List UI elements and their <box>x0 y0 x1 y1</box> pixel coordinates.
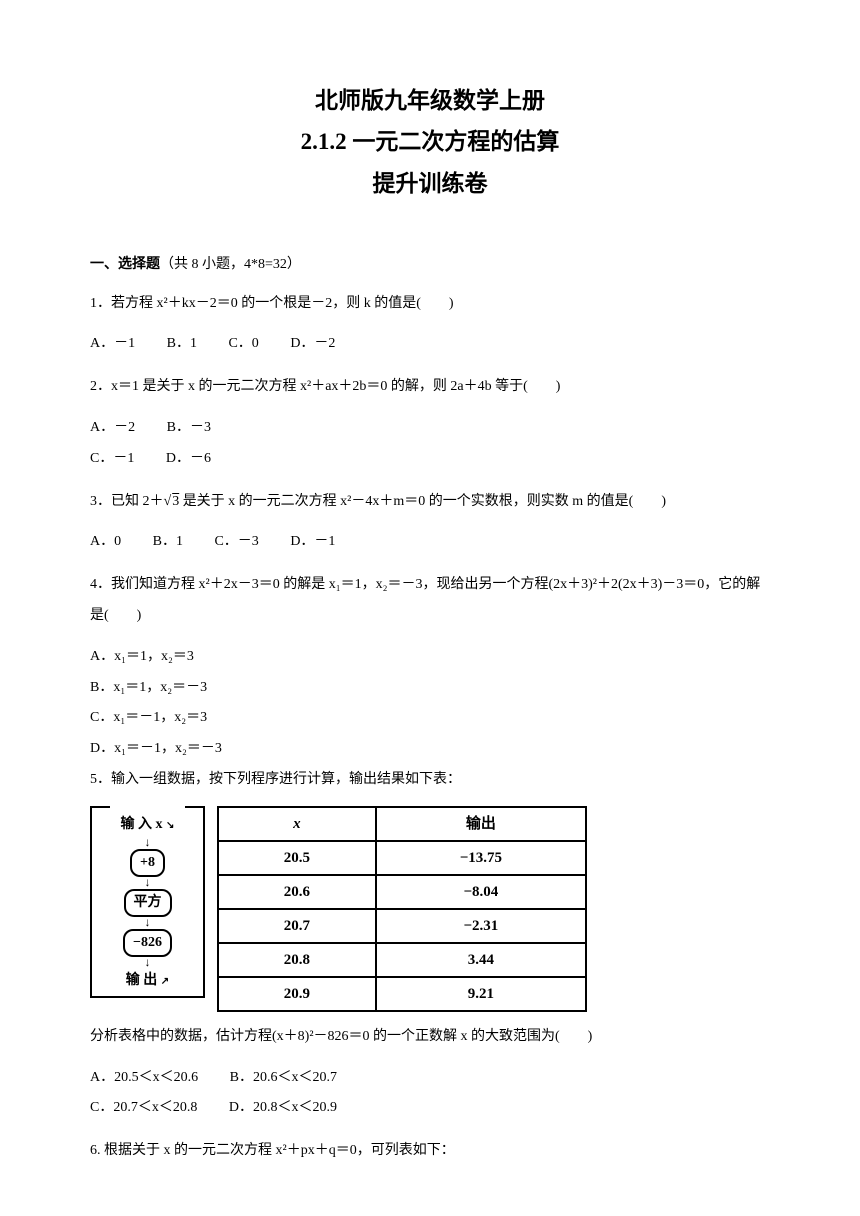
question-4: 4．我们知道方程 x²＋2x－3＝0 的解是 x₁＝1，x₂＝－3，现给出另一个… <box>90 570 770 632</box>
table-header-output: 输出 <box>376 807 586 841</box>
table-header-x: x <box>218 807 376 841</box>
question-2: 2．x＝1 是关于 x 的一元二次方程 x²＋ax＋2b＝0 的解，则 2a＋4… <box>90 372 770 403</box>
q3-option-a: A．0 <box>90 527 121 558</box>
table-cell: 20.7 <box>218 909 376 943</box>
q3-option-b: B．1 <box>153 527 183 558</box>
flow-step-3: −826 <box>123 929 172 957</box>
flow-step-2: 平方 <box>124 889 172 917</box>
question-5: 5．输入一组数据，按下列程序进行计算，输出结果如下表： <box>90 765 770 796</box>
q5-option-d: D．20.8＜x＜20.9 <box>229 1093 337 1124</box>
table-row: 20.6 −8.04 <box>218 875 586 909</box>
table-cell: 20.8 <box>218 943 376 977</box>
q5-option-a: A．20.5＜x＜20.6 <box>90 1063 198 1094</box>
question-5-analysis: 分析表格中的数据，估计方程(x＋8)²－826＝0 的一个正数解 x 的大致范围… <box>90 1022 770 1053</box>
data-table: x 输出 20.5 −13.75 20.6 −8.04 20.7 −2.31 2… <box>217 806 587 1012</box>
question-3-options: A．0 B．1 C．－3 D．－1 <box>90 527 770 558</box>
q3-sqrt: 3 <box>171 494 179 509</box>
q3-option-d: D．－1 <box>290 527 335 558</box>
table-cell: 9.21 <box>376 977 586 1011</box>
question-2-options: A．－2 B．－3 C．－1 D．－6 <box>90 413 770 475</box>
arrow-down-icon: ↓ <box>100 918 195 928</box>
table-row: 20.5 −13.75 <box>218 841 586 875</box>
question-1-options: A．－1 B．1 C．0 D．－2 <box>90 329 770 360</box>
table-cell: −8.04 <box>376 875 586 909</box>
q1-option-b: B．1 <box>167 329 197 360</box>
question-5-figure: 输 入 x ↘ ↓ +8 ↓ 平方 ↓ −826 ↓ 输 出 ↗ x 输出 20… <box>90 806 770 1012</box>
table-row: 20.8 3.44 <box>218 943 586 977</box>
arrow-down-icon: ↓ <box>100 838 195 848</box>
q4-option-b: B．x₁＝1，x₂＝－3 <box>90 673 770 704</box>
section-detail: （共 8 小题，4*8=32） <box>160 257 301 272</box>
document-title: 北师版九年级数学上册 2.1.2 一元二次方程的估算 提升训练卷 <box>90 80 770 204</box>
q3-prefix: 3．已知 2＋ <box>90 494 164 509</box>
table-cell: −2.31 <box>376 909 586 943</box>
title-line-2: 2.1.2 一元二次方程的估算 <box>90 121 770 162</box>
question-4-options: A．x₁＝1，x₂＝3 B．x₁＝1，x₂＝－3 C．x₁＝－1，x₂＝3 D．… <box>90 642 770 765</box>
q4-option-c: C．x₁＝－1，x₂＝3 <box>90 703 770 734</box>
arrow-down-icon: ↓ <box>100 958 195 968</box>
flow-step-1: +8 <box>130 849 165 877</box>
q2-option-d: D．－6 <box>166 444 211 475</box>
q4-option-a: A．x₁＝1，x₂＝3 <box>90 642 770 673</box>
table-cell: 20.6 <box>218 875 376 909</box>
question-1: 1．若方程 x²＋kx－2＝0 的一个根是－2，则 k 的值是( ) <box>90 289 770 320</box>
table-row: 20.7 −2.31 <box>218 909 586 943</box>
q2-option-a: A．－2 <box>90 413 135 444</box>
table-cell: 20.5 <box>218 841 376 875</box>
question-3: 3．已知 2＋√3 是关于 x 的一元二次方程 x²－4x＋m＝0 的一个实数根… <box>90 487 770 518</box>
table-cell: 20.9 <box>218 977 376 1011</box>
section-header: 一、选择题（共 8 小题，4*8=32） <box>90 254 770 276</box>
question-5-options: A．20.5＜x＜20.6 B．20.6＜x＜20.7 C．20.7＜x＜20.… <box>90 1063 770 1125</box>
title-line-3: 提升训练卷 <box>90 163 770 204</box>
arrow-down-icon: ↓ <box>100 878 195 888</box>
table-cell: −13.75 <box>376 841 586 875</box>
q1-option-a: A．－1 <box>90 329 135 360</box>
q2-option-c: C．－1 <box>90 444 134 475</box>
q3-suffix: 是关于 x 的一元二次方程 x²－4x＋m＝0 的一个实数根，则实数 m 的值是… <box>179 494 666 509</box>
flow-input: 输 入 x ↘ <box>100 814 195 836</box>
question-6: 6. 根据关于 x 的一元二次方程 x²＋px＋q＝0，可列表如下： <box>90 1136 770 1167</box>
flow-output: 输 出 ↗ <box>100 970 195 992</box>
q1-option-d: D．－2 <box>290 329 335 360</box>
q5-option-b: B．20.6＜x＜20.7 <box>230 1063 337 1094</box>
table-header-row: x 输出 <box>218 807 586 841</box>
table-row: 20.9 9.21 <box>218 977 586 1011</box>
q3-option-c: C．－3 <box>214 527 258 558</box>
flowchart: 输 入 x ↘ ↓ +8 ↓ 平方 ↓ −826 ↓ 输 出 ↗ <box>90 806 205 998</box>
q2-option-b: B．－3 <box>167 413 211 444</box>
table-cell: 3.44 <box>376 943 586 977</box>
q4-option-d: D．x₁＝－1，x₂＝－3 <box>90 734 770 765</box>
q5-option-c: C．20.7＜x＜20.8 <box>90 1093 197 1124</box>
section-label: 一、选择题 <box>90 257 160 272</box>
q1-option-c: C．0 <box>228 329 258 360</box>
title-line-1: 北师版九年级数学上册 <box>90 80 770 121</box>
